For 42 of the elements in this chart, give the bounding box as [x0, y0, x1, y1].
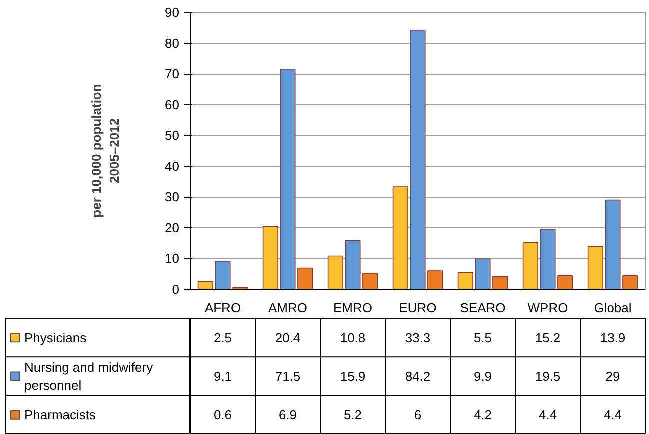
x-tick-label: WPRO: [528, 300, 568, 316]
data-label: 33.3: [405, 330, 431, 346]
y-axis-title: per 10,000 population 2005–2012: [89, 84, 122, 218]
x-tick-label: EURO: [399, 300, 437, 316]
y-tick-label: 60: [165, 97, 180, 112]
y-tick-label: 0: [172, 282, 180, 297]
data-label: 0.6: [214, 408, 232, 423]
data-label: 15.9: [340, 369, 366, 384]
legend-label: Nursing and midwifery personnel: [24, 360, 154, 393]
y-tick-label: 50: [165, 128, 180, 144]
y-tick-label: 40: [165, 158, 180, 174]
data-label: 29: [606, 369, 620, 384]
legend-label: Pharmacists: [24, 408, 97, 423]
x-tick-label: Global: [594, 300, 632, 316]
data-label: 9.9: [474, 369, 492, 384]
x-tick-label: AMRO: [268, 300, 308, 316]
data-label: 6.9: [278, 408, 298, 423]
data-label: 4.4: [604, 408, 622, 423]
data-label: 20.4: [275, 330, 301, 346]
data-label: 13.9: [600, 330, 626, 346]
data-label: 2.5: [214, 330, 232, 346]
data-label: 19.5: [535, 369, 561, 384]
y-tick-label: 70: [165, 66, 180, 82]
y-tick-label: 30: [165, 190, 180, 205]
data-label: 6: [414, 408, 422, 423]
data-label: 5.5: [474, 330, 492, 346]
data-label: 84.2: [405, 369, 431, 384]
y-tick-label: 10: [165, 251, 180, 266]
x-tick-label: SEARO: [460, 300, 506, 316]
data-label: 15.2: [535, 330, 561, 346]
data-label: 10.8: [340, 330, 366, 346]
y-tick-label: 20: [165, 220, 180, 236]
y-tick-label: 90: [165, 5, 180, 20]
data-label: 9.1: [214, 369, 232, 384]
data-label: 4.2: [474, 408, 492, 423]
data-label: 5.2: [344, 408, 362, 423]
x-tick-label: EMRO: [334, 300, 372, 316]
y-tick-label: 80: [165, 36, 180, 51]
data-label: 4.4: [538, 408, 558, 423]
data-label: 71.5: [275, 369, 301, 384]
x-tick-label: AFRO: [204, 300, 242, 316]
legend-label: Physicians: [24, 330, 88, 346]
